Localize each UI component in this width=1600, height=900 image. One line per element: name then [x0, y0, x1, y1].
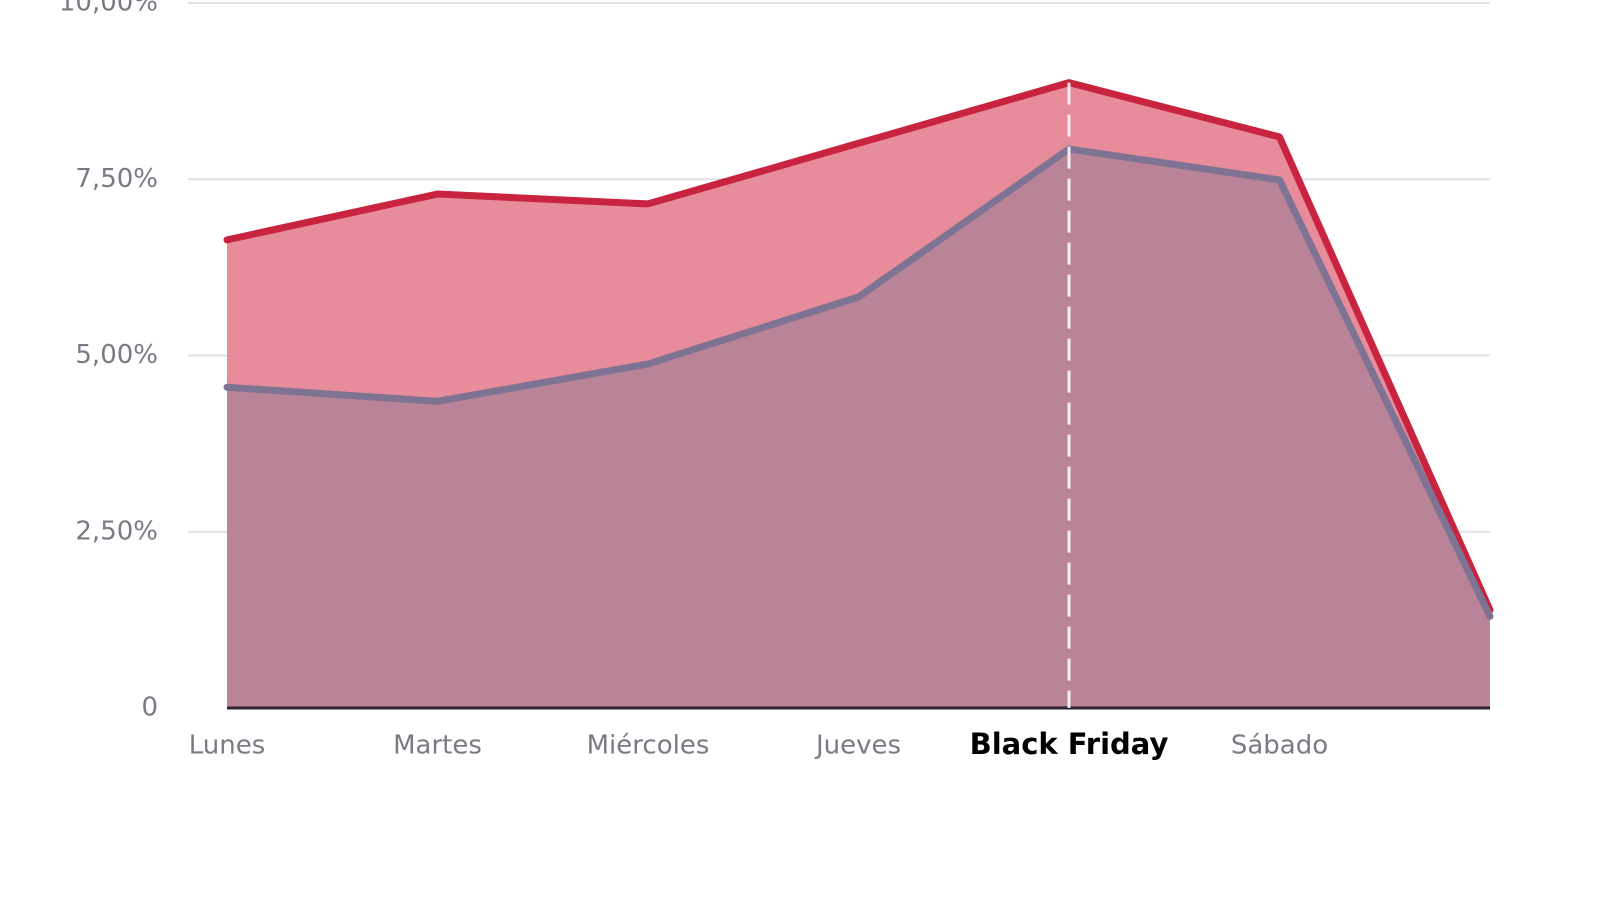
x-tick-label: Sábado: [1231, 731, 1328, 761]
line: [223, 145, 1494, 620]
x-tick-label: Jueves: [814, 731, 901, 761]
x-tick-label: Lunes: [189, 731, 266, 761]
y-tick-label: 2,50%: [75, 516, 158, 546]
y-tick-label: 10,00%: [59, 0, 158, 18]
x-tick-label: Black Friday: [970, 727, 1169, 761]
area: [227, 148, 1490, 708]
y-tick-label: 0: [141, 693, 158, 723]
y-tick-label: 5,00%: [75, 340, 158, 370]
y-tick-label: 7,50%: [75, 164, 158, 194]
x-tick-label: Martes: [393, 731, 482, 761]
x-tick-label: Miércoles: [587, 731, 710, 761]
line: [223, 79, 1494, 614]
